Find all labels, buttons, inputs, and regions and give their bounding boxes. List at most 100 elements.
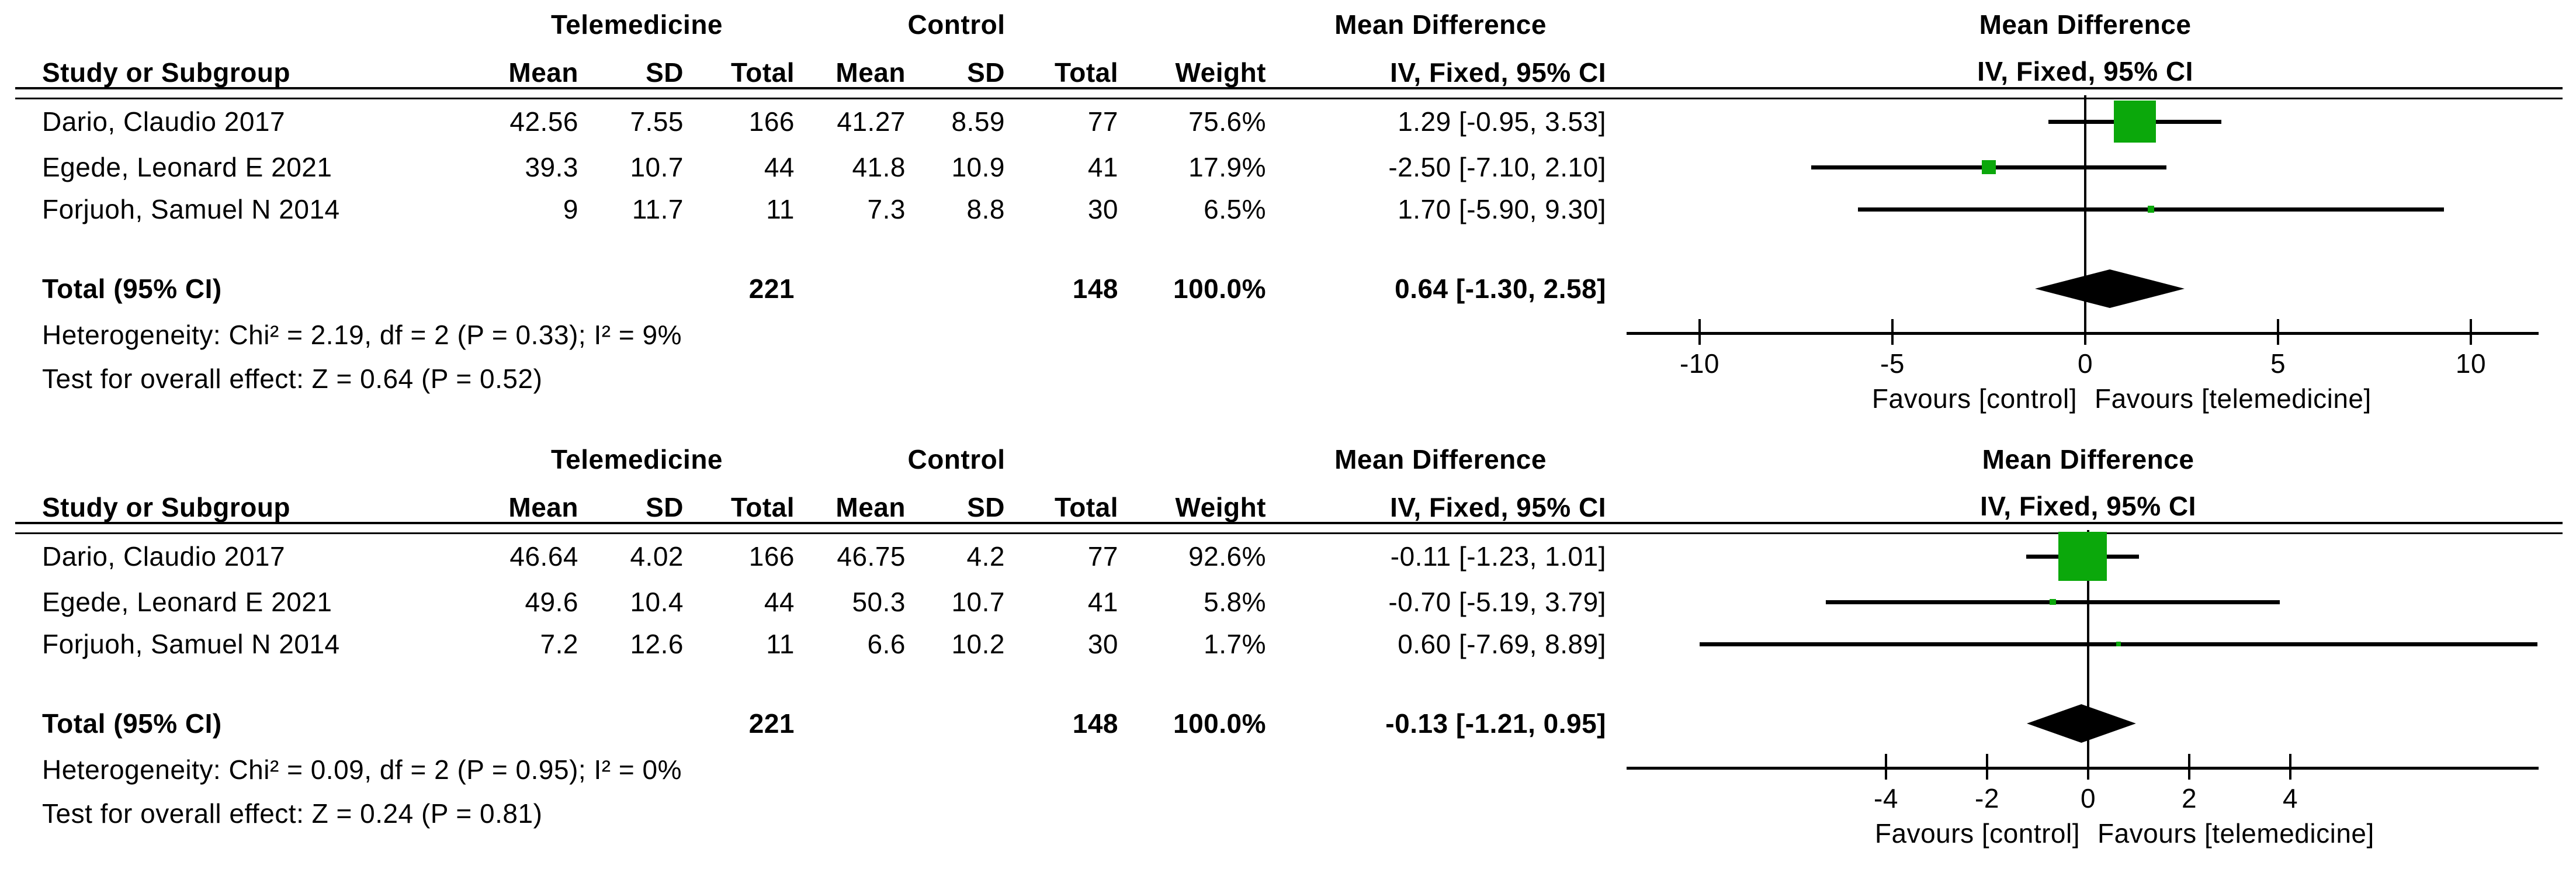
tele-sd: 10.4	[630, 587, 684, 617]
effect-square	[1981, 160, 1996, 175]
plot-effect-subtitle: IV, Fixed, 95% CI	[1977, 56, 2193, 86]
ctrl-total: 77	[1087, 541, 1118, 572]
study-row: Forjuoh, Samuel N 2014 9 11.7 11 7.3 8.8…	[0, 194, 1615, 224]
axis-tick	[1986, 754, 1988, 780]
total-ci: -0.13 [-1.21, 0.95]	[1385, 708, 1606, 739]
ctrl-total: 30	[1087, 194, 1118, 224]
study-name: Egede, Leonard E 2021	[42, 152, 332, 182]
spacer	[795, 708, 906, 739]
ctrl-mean: 46.75	[837, 541, 906, 572]
tele-mean: 42.56	[509, 106, 578, 137]
plot-effect-header: Mean Difference IV, Fixed, 95% CI	[1822, 1, 2348, 95]
plot-effect-header: Mean Difference IV, Fixed, 95% CI	[1825, 436, 2351, 529]
ctrl-mean: 6.6	[867, 629, 906, 659]
forest-plot-canvas: Mean Difference IV, Fixed, 95% CI Favour…	[1615, 0, 2576, 434]
ctrl-mean: 7.3	[867, 194, 906, 224]
plot-effect-title: Mean Difference	[1979, 9, 2192, 40]
spacer	[0, 444, 479, 475]
diamond-shape	[2027, 704, 2137, 743]
study-row: Dario, Claudio 2017 42.56 7.55 166 41.27…	[0, 106, 1615, 137]
total-ci: 0.64 [-1.30, 2.58]	[1395, 273, 1606, 304]
study-row: Forjuoh, Samuel N 2014 7.2 12.6 11 6.6 1…	[0, 629, 1615, 659]
ctrl-total: 41	[1087, 152, 1118, 182]
tele-sd: 11.7	[632, 194, 684, 224]
favours-left-label: Favours [control]	[1874, 818, 2080, 849]
ctrl-sd: 10.9	[951, 152, 1005, 182]
spacer	[0, 9, 479, 40]
column-header-row: Study or Subgroup Mean SD Total Mean SD …	[0, 57, 1615, 88]
effect-square	[2116, 642, 2121, 646]
weight-value: 6.5%	[1204, 194, 1266, 224]
total-label: Total (95% CI)	[42, 708, 222, 739]
total-ctrl-n: 148	[1072, 708, 1118, 739]
total-diamond	[2027, 704, 2137, 743]
axis-tick-label: 2	[2181, 783, 2197, 813]
total-label: Total (95% CI)	[42, 273, 222, 304]
col-header-total-ctrl: Total	[1055, 57, 1118, 88]
ctrl-total: 77	[1087, 106, 1118, 137]
tele-sd: 12.6	[630, 629, 684, 659]
study-row: Egede, Leonard E 2021 39.3 10.7 44 41.8 …	[0, 152, 1615, 182]
ci-value: -0.11 [-1.23, 1.01]	[1390, 541, 1606, 572]
forest-panel-2: Telemedicine Control Mean Difference Stu…	[0, 435, 2576, 869]
col-header-study: Study or Subgroup	[42, 57, 291, 88]
axis-tick-label: 5	[2270, 348, 2286, 379]
spacer	[578, 273, 684, 304]
col-header-mean-ctrl: Mean	[835, 492, 906, 522]
plot-effect-title: Mean Difference	[1982, 444, 2194, 475]
effect-square	[2114, 101, 2157, 143]
favours-right-label: Favours [telemedicine]	[2097, 818, 2374, 849]
tele-sd: 7.55	[630, 106, 684, 137]
axis-tick	[1885, 754, 1887, 780]
tele-mean: 9	[563, 194, 578, 224]
axis-tick-label: 4	[2282, 783, 2298, 813]
study-name: Egede, Leonard E 2021	[42, 587, 332, 617]
total-row: Total (95% CI) 221 148 100.0% 0.64 [-1.3…	[0, 273, 1615, 304]
total-tele-n: 221	[748, 708, 795, 739]
tele-total: 11	[766, 194, 795, 224]
col-header-sd-ctrl: SD	[967, 492, 1005, 522]
study-name: Forjuoh, Samuel N 2014	[42, 629, 340, 659]
effect-square	[2058, 532, 2107, 581]
header-separator	[15, 87, 2563, 99]
axis-tick-label: -2	[1975, 783, 1999, 813]
axis-tick	[2277, 319, 2279, 345]
col-header-sd: SD	[646, 57, 684, 88]
tele-total: 166	[748, 106, 795, 137]
ctrl-mean: 50.3	[852, 587, 906, 617]
axis-tick-label: -5	[1880, 348, 1905, 379]
effect-square	[2147, 206, 2154, 213]
header-separator	[15, 522, 2563, 534]
weight-value: 5.8%	[1204, 587, 1266, 617]
col-header-sd: SD	[646, 492, 684, 522]
tele-mean: 7.2	[540, 629, 578, 659]
col-header-study: Study or Subgroup	[42, 492, 291, 522]
total-diamond	[2035, 269, 2185, 308]
ctrl-sd: 10.7	[951, 587, 1005, 617]
axis-tick	[1698, 319, 1701, 345]
ctrl-total: 41	[1087, 587, 1118, 617]
tele-mean: 46.64	[509, 541, 578, 572]
plot-effect-subtitle: IV, Fixed, 95% CI	[1980, 491, 2196, 521]
axis-tick	[1891, 319, 1894, 345]
favours-left-label: Favours [control]	[1871, 383, 2077, 414]
tele-sd: 10.7	[630, 152, 684, 182]
tele-total: 44	[764, 152, 795, 182]
axis-tick	[2470, 319, 2472, 345]
study-name: Dario, Claudio 2017	[42, 106, 286, 137]
col-header-ci: IV, Fixed, 95% CI	[1390, 57, 1606, 88]
ci-value: -2.50 [-7.10, 2.10]	[1388, 152, 1606, 182]
overall-effect-note: Test for overall effect: Z = 0.24 (P = 0…	[42, 798, 543, 829]
col-header-total-ctrl: Total	[1055, 492, 1118, 522]
total-tele-n: 221	[748, 273, 795, 304]
col-header-mean-ctrl: Mean	[835, 57, 906, 88]
heterogeneity-note: Heterogeneity: Chi² = 2.19, df = 2 (P = …	[42, 320, 682, 350]
col-header-total: Total	[731, 57, 795, 88]
ci-value: 1.29 [-0.95, 3.53]	[1398, 106, 1606, 137]
total-ctrl-n: 148	[1072, 273, 1118, 304]
zero-line	[2087, 530, 2089, 768]
tele-total: 44	[764, 587, 795, 617]
col-header-sd-ctrl: SD	[967, 57, 1005, 88]
ctrl-mean: 41.27	[837, 106, 906, 137]
ci-value: 0.60 [-7.69, 8.89]	[1398, 629, 1606, 659]
